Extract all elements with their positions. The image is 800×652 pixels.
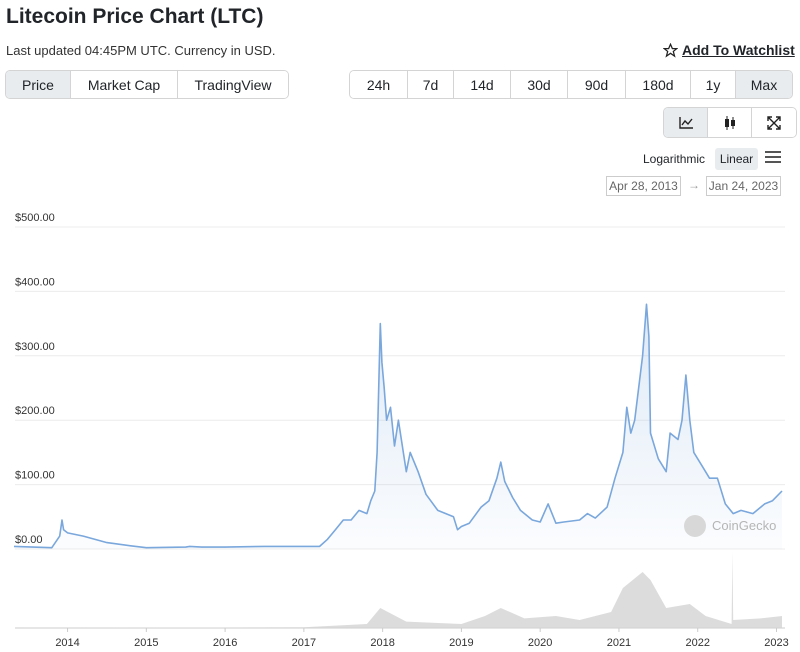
scale-option[interactable]: Linear — [715, 148, 758, 170]
chart-mode-group — [663, 107, 797, 138]
date-arrow: → — [688, 178, 700, 192]
tab[interactable]: Price — [6, 71, 71, 98]
tab[interactable]: Market Cap — [71, 71, 178, 98]
date-from[interactable]: Apr 28, 2013 — [606, 176, 681, 196]
range-button[interactable]: 24h — [350, 71, 408, 98]
line-icon — [678, 116, 693, 129]
watermark: CoinGecko — [712, 518, 776, 533]
watchlist-label: Add To Watchlist — [682, 42, 795, 58]
expand-icon — [767, 115, 781, 130]
page-title: Litecoin Price Chart (LTC) — [6, 5, 264, 28]
x-tick-label: 2018 — [370, 637, 394, 649]
x-tick-label: 2015 — [134, 637, 158, 649]
range-button[interactable]: 30d — [511, 71, 568, 98]
candle-mode-button[interactable] — [708, 108, 752, 137]
x-tick-label: 2017 — [292, 637, 316, 649]
x-tick-label: 2020 — [528, 637, 552, 649]
range-button[interactable]: 180d — [626, 71, 691, 98]
star-icon — [663, 42, 678, 58]
x-tick-label: 2021 — [607, 637, 631, 649]
range-group: 24h 7d 14d 30d 90d 180d 1y Max — [349, 70, 793, 99]
x-tick-label: 2022 — [685, 637, 709, 649]
y-tick-label: $0.00 — [15, 534, 43, 546]
menu-icon[interactable] — [765, 150, 781, 164]
chart: $0.00 $100.00 $200.00 $300.00 $400.00 $500.00… — [13, 212, 789, 649]
fullscreen-button[interactable] — [752, 108, 796, 137]
y-tick-label: $500.00 — [15, 212, 55, 224]
x-tick-label: 2016 — [213, 637, 237, 649]
range-button[interactable]: 14d — [454, 71, 511, 98]
date-to[interactable]: Jan 24, 2023 — [706, 176, 781, 196]
volume-area — [14, 552, 782, 628]
scale-option[interactable]: Logarithmic — [643, 152, 706, 166]
y-tick-label: $400.00 — [15, 276, 55, 288]
subtitle: Last updated 04:45PM UTC. Currency in US… — [6, 43, 276, 58]
range-button[interactable]: 7d — [408, 71, 454, 98]
range-button[interactable]: 1y — [691, 71, 736, 98]
price-line — [13, 303, 783, 549]
line-mode-button[interactable] — [664, 108, 708, 137]
tab-group: Price Market Cap TradingView — [5, 70, 289, 99]
y-tick-label: $300.00 — [15, 341, 55, 353]
candle-icon — [724, 115, 735, 130]
y-tick-label: $100.00 — [15, 470, 55, 482]
x-tick-label: 2019 — [449, 637, 473, 649]
range-button[interactable]: Max — [736, 71, 792, 98]
range-button[interactable]: 90d — [568, 71, 626, 98]
watermark-logo — [684, 515, 706, 537]
x-tick-label: 2023 — [764, 637, 788, 649]
watchlist-button[interactable]: Add To Watchlist — [663, 42, 795, 58]
y-tick-label: $200.00 — [15, 405, 55, 417]
tab[interactable]: TradingView — [178, 71, 288, 98]
x-tick-label: 2014 — [55, 637, 79, 649]
